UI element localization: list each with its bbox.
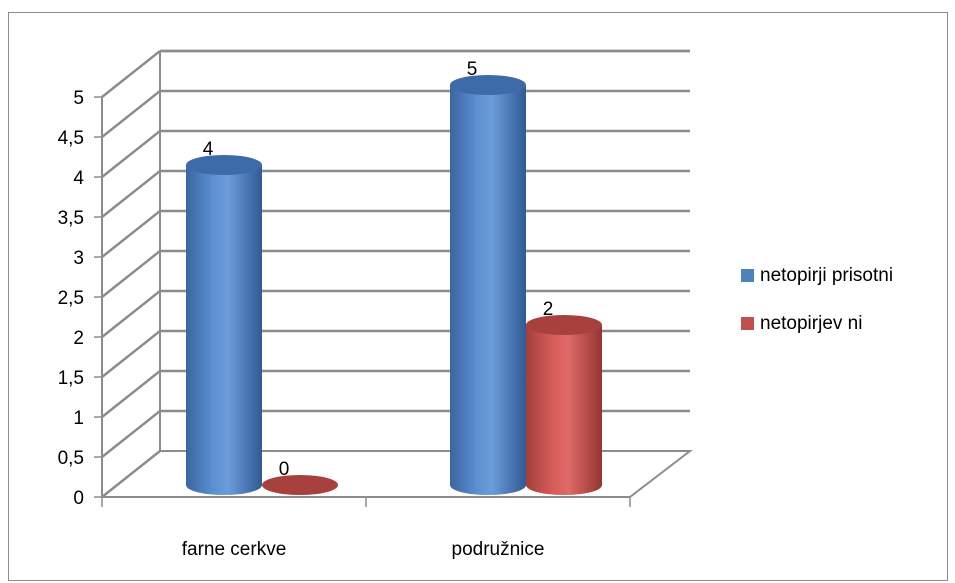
y-tick-label: 2	[73, 328, 84, 349]
y-tick-label: 5	[73, 88, 84, 109]
bar	[262, 475, 338, 495]
bar-top	[186, 155, 262, 175]
bar-body	[450, 85, 526, 495]
wall-gridline	[101, 290, 161, 338]
bars	[186, 75, 602, 495]
x-tick-label: podružnice	[452, 539, 545, 560]
bar-body	[186, 165, 262, 495]
legend-swatch	[741, 317, 754, 330]
bar	[450, 75, 526, 495]
data-labels: 4 0 5 2	[203, 59, 554, 480]
legend-label: netopirjev ni	[760, 313, 862, 334]
y-tick-label: 4	[73, 168, 84, 189]
wall-gridline	[101, 210, 161, 258]
bar	[526, 315, 602, 495]
y-tick-label: 4,5	[58, 128, 84, 149]
y-tick-label: 0,5	[58, 448, 84, 469]
axes: 0 0,5 1 1,5 2 2,5 3 3,5 4 4,5 5 farne cerkve podružn…	[58, 51, 693, 560]
wall-gridline	[101, 50, 161, 98]
legend: netopirji prisotni netopirjev ni	[741, 265, 893, 334]
wall-gridline	[101, 130, 161, 178]
bar-top	[262, 475, 338, 495]
wall-gridline	[101, 330, 161, 378]
wall-gridline	[101, 170, 161, 218]
y-tick-label: 3,5	[58, 208, 84, 229]
bar-top	[526, 315, 602, 335]
legend-swatch	[741, 269, 754, 282]
y-tick-label: 3	[73, 248, 84, 269]
bar	[186, 155, 262, 495]
data-label: 4	[203, 139, 214, 160]
y-tick-label: 1	[73, 408, 84, 429]
y-tick-label: 1,5	[58, 368, 84, 389]
data-label: 5	[467, 59, 478, 80]
x-tick-label: farne cerkve	[182, 539, 287, 560]
legend-label: netopirji prisotni	[760, 265, 893, 286]
wall-gridline	[101, 370, 161, 418]
y-tick-label: 0	[73, 488, 84, 509]
wall-gridline	[101, 90, 161, 138]
data-label: 2	[543, 299, 554, 320]
wall-gridline	[101, 410, 161, 458]
bar-top	[450, 75, 526, 95]
wall-gridline	[101, 250, 161, 298]
y-tick-label: 2,5	[58, 288, 84, 309]
data-label: 0	[279, 459, 290, 480]
bar-body	[526, 325, 602, 495]
floor-outline	[101, 450, 693, 498]
